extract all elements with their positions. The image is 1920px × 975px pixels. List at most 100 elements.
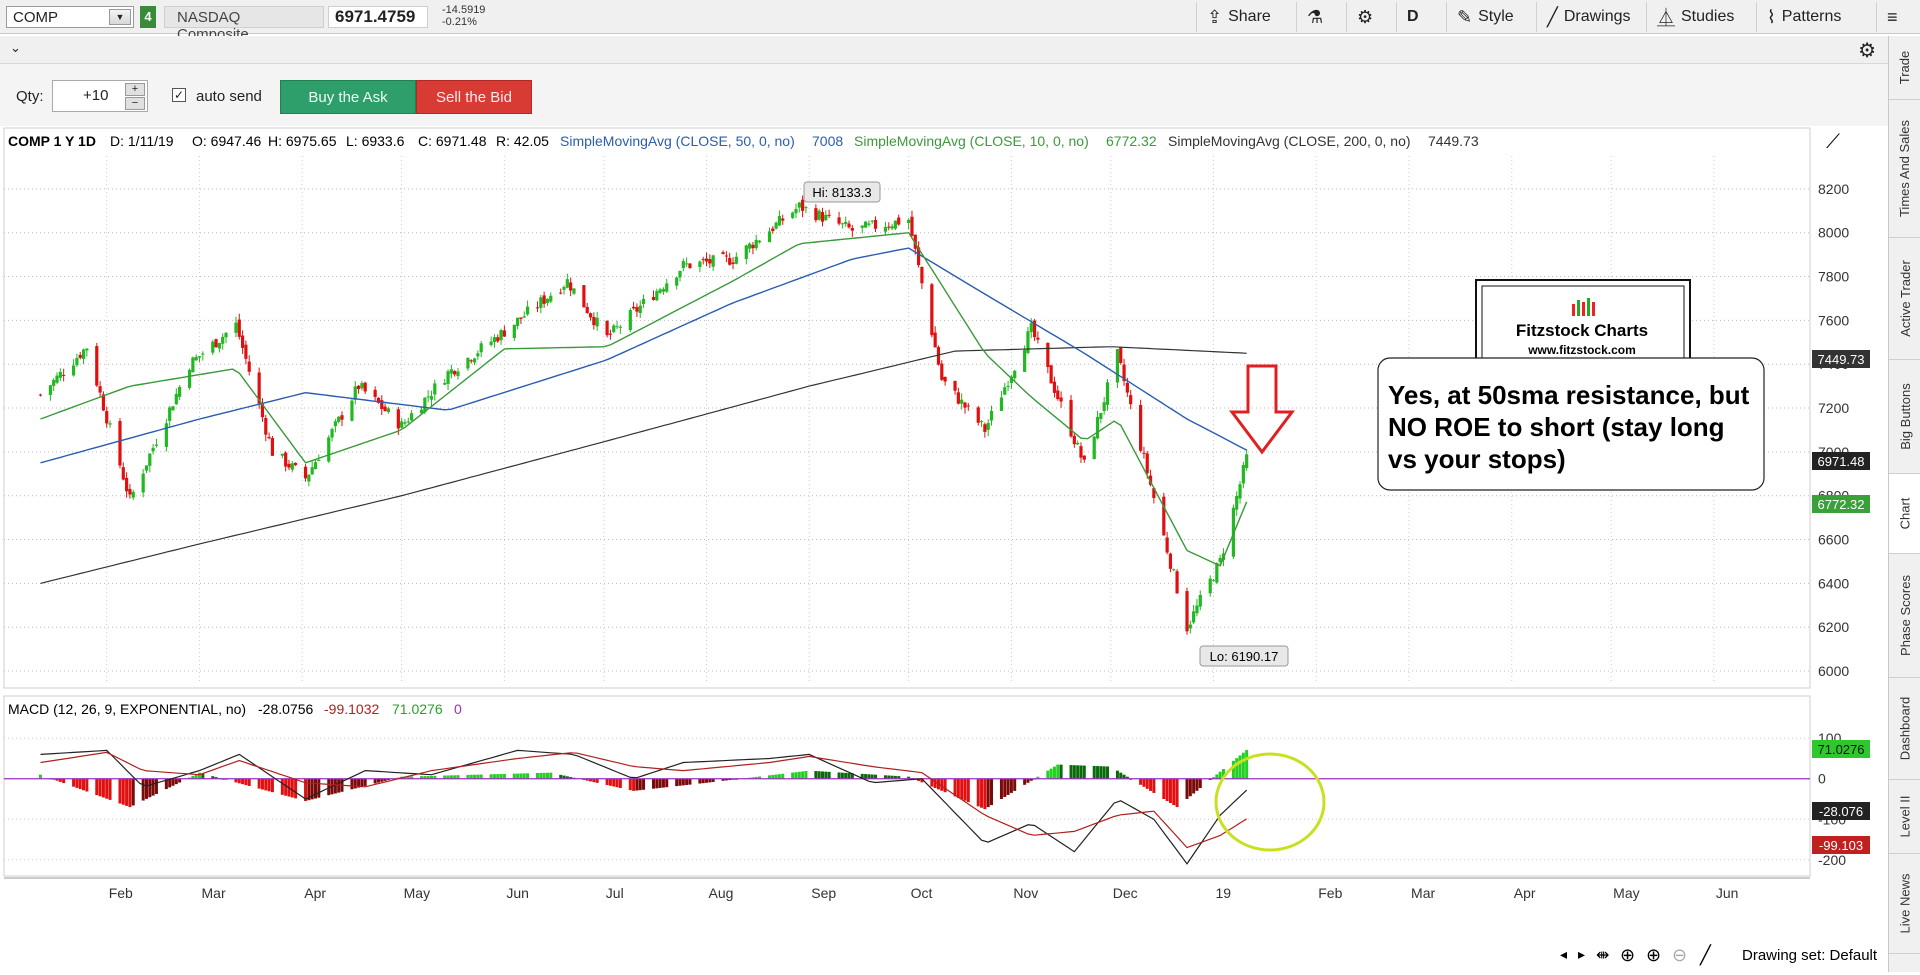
qty-increase-button[interactable]: + <box>125 83 145 96</box>
candle-body <box>1026 331 1030 353</box>
candle-body <box>499 330 503 341</box>
tab-active-trader[interactable]: Active Trader <box>1889 238 1920 360</box>
macd-bar <box>420 776 424 779</box>
macd-bar <box>675 778 679 787</box>
style-button[interactable]: ✎ Style <box>1446 2 1524 32</box>
chevron-down-icon[interactable]: ▼ <box>109 9 131 25</box>
macd-bar <box>1105 766 1109 779</box>
drawing-set-label[interactable]: Drawing set: Default <box>1742 947 1878 964</box>
macd-bar <box>1175 778 1179 808</box>
macd-bar <box>237 778 241 784</box>
settings-button[interactable]: ⚙ <box>1346 2 1383 32</box>
candle-body <box>284 452 288 467</box>
macd-bar <box>897 776 901 779</box>
drawing-line-icon[interactable]: ╱ <box>1699 944 1712 966</box>
share-button[interactable]: ⇪ Share <box>1196 2 1281 32</box>
menu-icon: ≡ <box>1887 6 1898 27</box>
scroll-right-icon[interactable]: ▸ <box>1578 946 1585 962</box>
drawings-button[interactable]: ╱ Drawings <box>1536 2 1641 32</box>
crosshair-icon[interactable]: ⊕ <box>1620 945 1635 965</box>
tab-live-news[interactable]: Live News <box>1889 854 1920 954</box>
macd-bar <box>956 778 960 798</box>
qty-decrease-button[interactable]: − <box>125 97 145 110</box>
sell-bid-button[interactable]: Sell the Bid <box>416 80 532 114</box>
chevron-down-icon[interactable]: ⌄ <box>10 40 21 55</box>
macd-bar <box>661 778 665 788</box>
symbol-selector[interactable]: COMP ▼ <box>6 6 134 28</box>
flask-button[interactable]: ⚗ <box>1296 2 1333 32</box>
macd-bar <box>874 774 878 779</box>
qty-input[interactable]: +10 + − <box>52 80 148 112</box>
expand-icon[interactable]: ⇼ <box>1596 947 1609 964</box>
macd-bar <box>681 778 685 786</box>
macd-bar <box>628 778 632 791</box>
candle-body <box>1076 442 1080 445</box>
menu-button[interactable]: ≡ <box>1876 2 1908 32</box>
macd-bar <box>1241 752 1245 779</box>
drawing-tool-icon[interactable]: ⟋ <box>1826 131 1840 153</box>
tab-big-buttons[interactable]: Big Buttons <box>1889 360 1920 474</box>
tab-chart[interactable]: Chart <box>1889 474 1920 554</box>
candle-body <box>38 394 43 396</box>
macd-bar <box>473 774 477 779</box>
macd-bar <box>125 778 129 806</box>
scroll-left-icon[interactable]: ◂ <box>1560 946 1567 962</box>
link-group-badge[interactable]: 4 <box>140 6 156 28</box>
macd-bar <box>376 778 380 783</box>
macd-bar <box>121 778 125 805</box>
macd-bar <box>280 778 284 795</box>
macd-histogram <box>38 749 1249 810</box>
tab-phase-scores[interactable]: Phase Scores <box>1889 554 1920 678</box>
zoom-in-icon[interactable]: ⊕ <box>1646 945 1661 965</box>
buy-ask-button[interactable]: Buy the Ask <box>280 80 416 114</box>
macd-bar <box>1152 778 1156 793</box>
macd-bar <box>801 771 805 779</box>
timeframe-button[interactable]: D <box>1396 2 1429 32</box>
candle-body <box>81 349 86 360</box>
macd-bar <box>257 778 261 789</box>
candle-body <box>747 243 752 249</box>
header-sma50-label: SimpleMovingAvg (CLOSE, 50, 0, no) <box>560 133 795 149</box>
symbol-description: NASDAQ Composite <box>164 6 324 43</box>
candle-body <box>443 383 447 385</box>
macd-bar <box>55 778 59 781</box>
zoom-out-icon[interactable]: ⊖ <box>1672 945 1687 965</box>
macd-tick-label: 0 <box>1818 771 1826 787</box>
macd-bar <box>844 772 848 779</box>
candle-body <box>963 402 967 408</box>
macd-bar <box>1072 765 1076 779</box>
macd-bar <box>1009 778 1013 793</box>
gear-icon: ⚙ <box>1357 6 1374 27</box>
macd-bar <box>1149 778 1153 791</box>
candle-body <box>1218 557 1222 562</box>
macd-bar <box>1168 778 1172 804</box>
macd-bar <box>144 778 148 799</box>
tab-dashboard[interactable]: Dashboard <box>1889 678 1920 780</box>
patterns-button[interactable]: ⌇ Patterns <box>1756 2 1851 32</box>
highlight-circle <box>1214 752 1326 852</box>
macd-bar <box>976 778 980 807</box>
auto-send-checkbox[interactable]: ✓ <box>172 88 186 102</box>
chart-svg[interactable]: COMP 1 Y 1D D: 1/11/19 O: 6947.46 H: 697… <box>0 126 1888 972</box>
candle-body <box>1032 320 1037 338</box>
candle-body <box>757 240 762 243</box>
candle-body <box>1172 569 1176 571</box>
candle-body <box>1188 624 1192 629</box>
tab-times-and-sales[interactable]: Times And Sales <box>1889 100 1920 238</box>
tab-level-ii[interactable]: Level II <box>1889 780 1920 854</box>
candle-body <box>675 277 679 286</box>
candle-body <box>317 460 321 462</box>
macd-bar <box>890 775 894 779</box>
macd-bar <box>595 778 599 783</box>
candle-body <box>1145 453 1149 474</box>
studies-button[interactable]: ⏅ Studies <box>1646 2 1744 32</box>
candle-body <box>280 453 284 456</box>
tab-big-buttons-label: Big Buttons <box>1897 383 1913 450</box>
macd-bar <box>313 778 317 799</box>
candle-body <box>847 223 851 228</box>
gear-icon[interactable]: ⚙ <box>1858 40 1876 62</box>
candle-body <box>466 357 470 369</box>
candle-body <box>340 415 344 420</box>
tab-trade[interactable]: Trade <box>1889 36 1920 100</box>
header-sma200-label: SimpleMovingAvg (CLOSE, 200, 0, no) <box>1168 133 1411 149</box>
